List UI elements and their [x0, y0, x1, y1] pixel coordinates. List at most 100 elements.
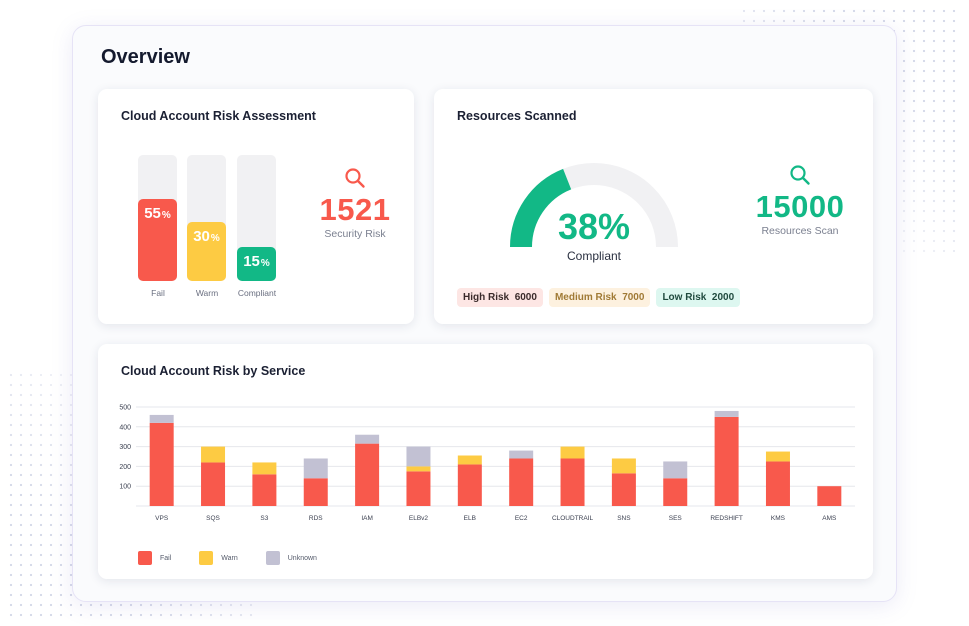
y-tick-label: 400: [119, 424, 131, 431]
bar-elbv2-warn: [406, 466, 431, 472]
legend-label-fail: Fail: [160, 554, 172, 562]
x-tick-label: SQS: [206, 515, 220, 522]
bar-sqs-warn: [201, 446, 226, 463]
bar-s3-warn: [252, 462, 277, 475]
bar-cloudtrail-fail: [560, 458, 585, 506]
bar-sns-fail: [611, 473, 636, 506]
legend-item-unknown: Unknown: [265, 551, 317, 565]
gauge-fill: [510, 168, 572, 248]
compliant-bar: 15%: [237, 155, 276, 281]
x-tick-label: EC2: [515, 515, 528, 522]
legend-swatch-fail: [138, 551, 152, 565]
x-tick-label: ELB: [464, 515, 476, 522]
legend-item-fail: Fail: [138, 551, 171, 565]
bar-vps-unknown: [149, 414, 174, 423]
resources-scan-stat: 15000 Resources Scan: [725, 164, 875, 237]
y-tick-label: 300: [119, 444, 131, 451]
x-tick-label: SES: [669, 515, 683, 522]
bar-rds-fail: [303, 478, 328, 506]
low-risk-value: 2000: [711, 292, 735, 303]
search-icon: [345, 168, 365, 188]
high-risk-label: High Risk: [463, 292, 510, 303]
medium-risk-chip: Medium Risk 7000: [548, 288, 651, 307]
medium-risk-value: 7000: [622, 292, 645, 303]
search-icon: [790, 165, 810, 185]
security-risk-caption: Security Risk: [324, 228, 386, 240]
risk-chips: High Risk 6000 Medium Risk 7000 Low Risk…: [457, 288, 741, 307]
legend-label-unknown: Unknown: [287, 554, 317, 562]
risk-by-service-chart: 100 200 300 400 500 VPS SQS S3 RDS IAM ELBv2 ELB EC2…: [119, 405, 855, 522]
warm-bar-fill: 30%: [187, 221, 226, 281]
compliant-bar-unit: %: [260, 257, 270, 269]
bar-elbv2-fail: [406, 471, 431, 506]
bar-ec2-unknown: [509, 450, 534, 459]
gauge-caption: Compliant: [566, 249, 622, 263]
bar-rds-unknown: [303, 458, 328, 479]
x-tick-label: ELBv2: [409, 515, 429, 522]
bar-iam-unknown: [355, 434, 380, 444]
bar-elbv2-unknown: [406, 446, 431, 467]
bar-kms-warn: [765, 451, 790, 462]
security-risk-stat: 1521 Security Risk: [280, 167, 430, 240]
bar-ses-fail: [663, 478, 688, 506]
bar-iam-fail: [355, 443, 380, 506]
y-tick-label: 500: [119, 405, 131, 412]
warm-bar-label: Warm: [195, 288, 219, 298]
low-risk-chip: Low Risk 2000: [656, 288, 741, 307]
x-tick-label: VPS: [155, 515, 169, 522]
y-tick-label: 100: [119, 484, 131, 491]
dashboard-window: Overview Cloud Account Risk Assessment 5…: [72, 25, 897, 602]
medium-risk-label: Medium Risk: [554, 292, 617, 303]
compliant-bar-label: Compliant: [237, 288, 277, 298]
fail-bar-value: 55: [144, 205, 161, 223]
bar-ses-unknown: [663, 461, 688, 479]
legend-swatch-unknown: [265, 551, 280, 565]
bar-sns-warn: [611, 458, 636, 474]
warm-bar-value: 30: [193, 227, 210, 245]
resources-scanned-card: Resources Scanned 38% Compliant 15000 Re…: [434, 89, 873, 324]
bar-elb-fail: [457, 464, 482, 506]
bar-redshift-fail: [714, 416, 739, 506]
fail-bar-unit: %: [161, 210, 171, 222]
bar-sqs-fail: [201, 462, 226, 506]
bar-ams-fail: [817, 486, 842, 506]
x-tick-label: IAM: [361, 515, 373, 522]
bar-s3-fail: [252, 474, 277, 506]
warm-bar-unit: %: [210, 232, 220, 244]
x-tick-label: SNS: [617, 515, 631, 522]
risk-by-service-card: Cloud Account Risk by Service 100 200 300 4…: [98, 344, 873, 579]
legend-swatch-warn: [199, 551, 214, 565]
low-risk-label: Low Risk: [662, 292, 707, 303]
page-title: Overview: [101, 46, 190, 68]
bar-kms-fail: [765, 461, 790, 506]
resources-scanned-title: Resources Scanned: [457, 109, 577, 123]
x-tick-label: KMS: [771, 515, 786, 522]
resources-scan-caption: Resources Scan: [761, 225, 839, 237]
bar-redshift-unknown: [714, 410, 739, 417]
risk-assessment-title: Cloud Account Risk Assessment: [121, 109, 316, 123]
x-tick-label: AMS: [822, 515, 837, 522]
gauge-value: 38%: [557, 206, 631, 247]
legend-label-warn: Warn: [221, 554, 238, 562]
resources-scan-value: 15000: [755, 189, 845, 224]
fail-bar: 55%: [138, 155, 177, 281]
fail-bar-fill: 55%: [138, 199, 177, 281]
y-tick-label: 200: [119, 464, 131, 471]
compliant-bar-fill: 15%: [237, 246, 276, 281]
legend-item-warn: Warn: [199, 551, 238, 565]
fail-bar-label: Fail: [151, 288, 165, 298]
x-tick-label: RDS: [309, 515, 323, 522]
chart-legend: Fail Warn Unknown: [138, 551, 317, 565]
x-tick-label: S3: [260, 515, 268, 522]
bar-vps-fail: [149, 422, 174, 506]
bar-elb-warn: [457, 455, 482, 465]
x-tick-label: REDSHIFT: [710, 515, 743, 522]
x-tick-label: CLOUDTRAIL: [552, 515, 594, 522]
high-risk-chip: High Risk 6000: [457, 288, 543, 307]
bar-cloudtrail-warn: [560, 446, 585, 459]
high-risk-value: 6000: [514, 292, 537, 303]
security-risk-value: 1521: [319, 192, 391, 227]
compliance-gauge: [510, 163, 678, 248]
risk-by-service-title: Cloud Account Risk by Service: [121, 364, 306, 378]
risk-assessment-card: Cloud Account Risk Assessment 55% 30% 15…: [98, 89, 414, 324]
